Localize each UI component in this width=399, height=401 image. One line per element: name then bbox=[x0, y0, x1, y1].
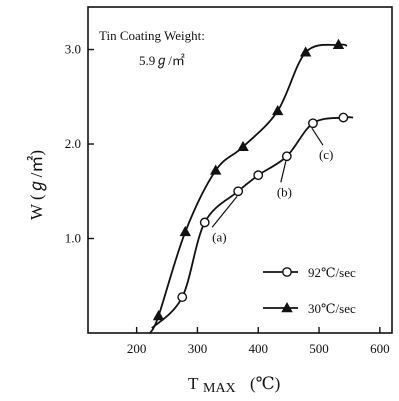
x-axis-label: T bbox=[188, 374, 199, 393]
callout-leader bbox=[211, 195, 238, 228]
callout-label: (b) bbox=[277, 184, 292, 199]
y-tick-label: 1.0 bbox=[65, 231, 81, 246]
data-point-triangle bbox=[179, 225, 191, 237]
data-point-triangle bbox=[209, 164, 222, 175]
x-tick-label: 600 bbox=[370, 341, 390, 356]
data-point-circle bbox=[233, 186, 244, 197]
callout-leader bbox=[311, 127, 324, 146]
data-point-circle bbox=[281, 151, 292, 162]
data-point-triangle bbox=[299, 46, 312, 57]
data-point-circle bbox=[308, 118, 318, 129]
y-tick-label: 3.0 bbox=[65, 42, 81, 57]
data-point-triangle bbox=[332, 38, 345, 49]
data-point-circle bbox=[338, 112, 349, 123]
y-tick-label: 2.0 bbox=[65, 136, 81, 151]
x-tick-label: 300 bbox=[188, 341, 208, 356]
plot-frame bbox=[87, 6, 393, 334]
legend-label: 92℃/sec bbox=[308, 265, 356, 280]
series-line-2 bbox=[149, 43, 348, 334]
legend-marker-triangle bbox=[281, 302, 293, 313]
x-tick-label: 400 bbox=[248, 341, 268, 356]
x-tick-label: 500 bbox=[309, 341, 329, 356]
legend-label: 30℃/sec bbox=[308, 301, 356, 316]
data-point-circle bbox=[177, 292, 188, 302]
legend-marker-circle bbox=[282, 267, 292, 277]
data-point-triangle bbox=[152, 309, 165, 321]
data-point-circle bbox=[253, 170, 264, 181]
y-axis-label: W (ℊ/㎡) bbox=[27, 150, 47, 220]
annotation-line-2: 5.9ℊ/㎡ bbox=[139, 53, 185, 69]
callout-leader bbox=[280, 161, 287, 183]
x-tick-label: 200 bbox=[127, 341, 147, 356]
legend: 92℃/sec 30℃/sec bbox=[263, 265, 356, 316]
x-axis-label-subscript: MAX bbox=[203, 381, 236, 396]
data-point-circle bbox=[199, 217, 210, 228]
callout-label: (c) bbox=[319, 147, 333, 162]
callout-label: (a) bbox=[212, 229, 226, 244]
data-point-triangle bbox=[237, 140, 249, 152]
annotation-line-1: Tin Coating Weight: bbox=[99, 28, 205, 43]
x-axis-label-unit: (℃) bbox=[250, 374, 280, 393]
data-point-triangle bbox=[271, 104, 284, 116]
